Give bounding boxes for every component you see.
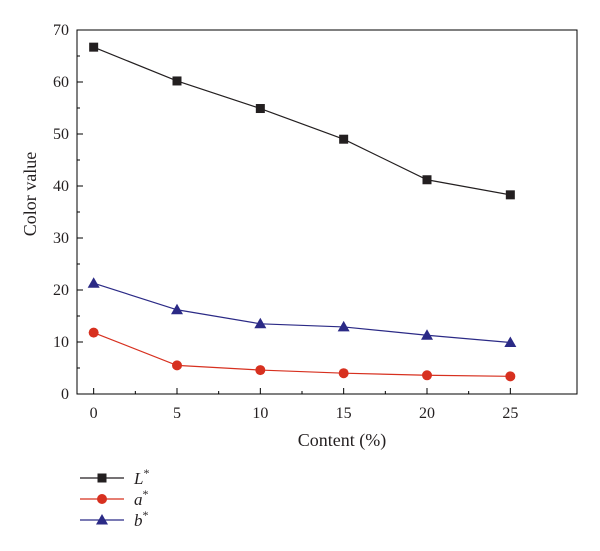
legend-marker [97, 473, 107, 483]
legend-label-superscript: * [143, 508, 149, 522]
data-point-b [87, 277, 100, 288]
data-point-L [255, 104, 265, 114]
data-point-b [171, 303, 183, 315]
data-point-a [338, 368, 349, 379]
series-L [89, 42, 515, 200]
legend-item-L: L* [80, 466, 149, 488]
legend-marker [96, 514, 108, 525]
legend-item-b: b* [80, 508, 149, 530]
data-point-a [422, 370, 432, 381]
data-point-L [339, 134, 349, 144]
data-point-a [172, 360, 182, 371]
legend-label-text: L [133, 469, 143, 488]
x-tick-label: 5 [173, 405, 181, 422]
legend-label: b* [134, 508, 149, 530]
data-point-L [505, 190, 515, 200]
y-tick-label: 60 [53, 74, 69, 91]
legend-label-text: b [134, 511, 143, 530]
y-tick-label: 0 [61, 386, 69, 403]
data-point-a [505, 371, 516, 382]
data-point-L [89, 42, 99, 52]
series-layer [87, 42, 517, 382]
legend-marker [97, 494, 107, 504]
y-tick-label: 20 [53, 282, 69, 299]
x-tick-label: 25 [502, 405, 518, 422]
data-point-L [172, 76, 182, 86]
data-point-L [422, 175, 432, 185]
legend-label-text: a [134, 490, 143, 509]
x-tick-label: 20 [419, 405, 435, 422]
x-axis-title: Content (%) [298, 430, 386, 451]
y-axis-title: Color value [20, 152, 40, 236]
x-tick-label: 15 [336, 405, 352, 422]
data-point-b [254, 317, 267, 329]
series-line-L [93, 46, 511, 196]
data-point-b [337, 320, 350, 332]
y-tick-label: 30 [53, 230, 69, 247]
y-tick-label: 50 [53, 126, 69, 143]
y-axis: 0 10 20 30 40 50 60 70 [53, 22, 83, 403]
data-point-b [504, 336, 517, 348]
legend-label-superscript: * [143, 466, 149, 480]
series-b [87, 277, 517, 348]
plot-frame [76, 29, 578, 395]
x-axis: 0 5 10 15 20 25 [90, 388, 518, 422]
data-point-a [88, 327, 99, 338]
y-tick-label: 40 [53, 178, 69, 195]
data-point-a [255, 365, 266, 376]
series-line-a [93, 332, 511, 377]
legend-label: a* [134, 487, 149, 509]
x-tick-label: 10 [252, 405, 268, 422]
legend-label-superscript: * [143, 487, 149, 501]
series-a [88, 327, 516, 382]
series-line-b [93, 282, 511, 344]
y-tick-label: 10 [53, 334, 69, 351]
y-tick-label: 70 [53, 22, 69, 39]
x-tick-label: 0 [90, 405, 98, 422]
legend: L*a*b* [80, 466, 149, 530]
legend-item-a: a* [80, 487, 149, 509]
legend-label: L* [133, 466, 149, 488]
data-point-b [421, 329, 433, 340]
